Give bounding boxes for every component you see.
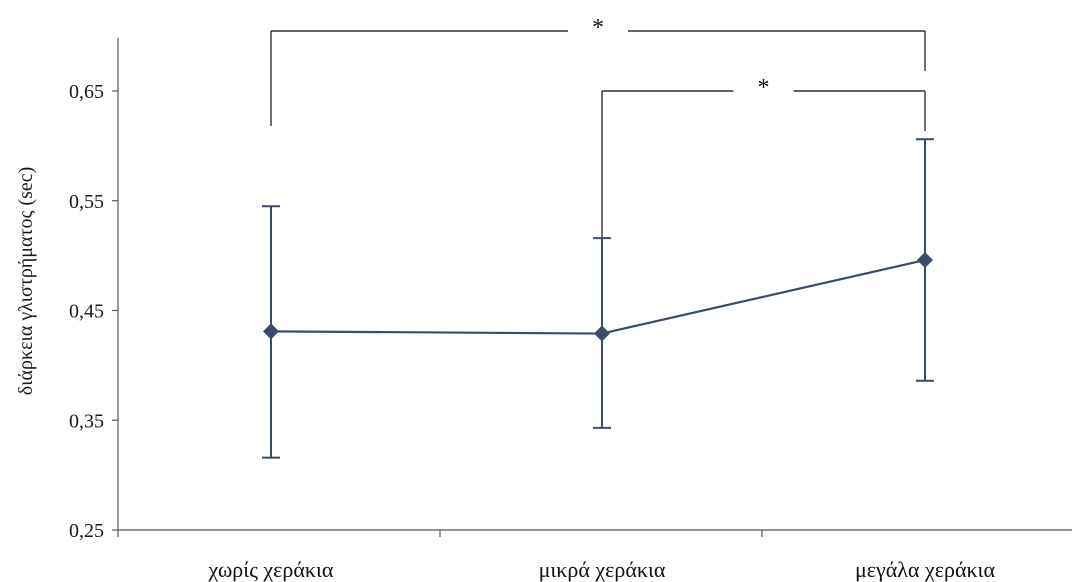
significance-label: * xyxy=(592,15,604,41)
x-category-label: χωρίς χεράκια xyxy=(208,557,334,582)
data-point xyxy=(917,252,933,269)
x-category-label: μικρά χεράκια xyxy=(539,557,666,582)
data-point xyxy=(263,323,279,340)
x-ticks xyxy=(117,530,763,537)
y-ticks: 0,25 0,35 0,45 0,55 0,65 xyxy=(69,81,118,542)
y-tick-label: 0,65 xyxy=(69,81,104,103)
significance-label: * xyxy=(758,75,770,101)
significance-bracket: * xyxy=(601,75,926,256)
series xyxy=(263,252,933,342)
y-tick-label: 0,25 xyxy=(69,520,104,542)
y-tick-label: 0,35 xyxy=(69,410,104,432)
significance-brackets: ** xyxy=(270,15,926,256)
data-point xyxy=(594,325,610,342)
x-category-label: μεγάλα χεράκια xyxy=(855,557,995,582)
category-labels: χωρίς χεράκια μικρά χεράκια μεγάλα χεράκια xyxy=(208,557,996,582)
series-line xyxy=(270,258,926,335)
y-axis-label: διάρκεια γλιστρήματος (sec) xyxy=(15,167,37,396)
y-tick-label: 0,45 xyxy=(69,301,104,323)
significance-bracket: * xyxy=(270,15,926,126)
error-bars xyxy=(262,138,934,459)
y-tick-label: 0,55 xyxy=(69,191,104,213)
axes xyxy=(117,38,1072,531)
